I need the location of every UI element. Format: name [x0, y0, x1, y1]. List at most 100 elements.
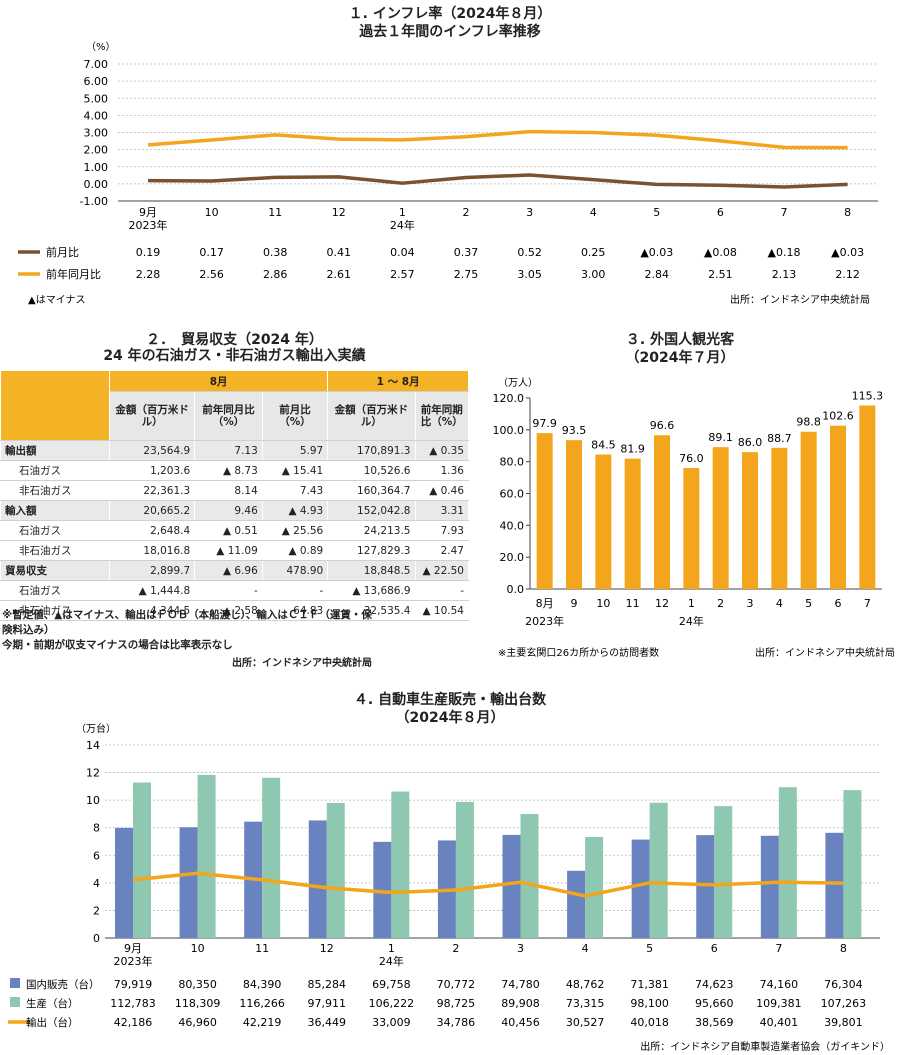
data-label: 2.56 — [199, 268, 224, 281]
bar-2 — [455, 801, 474, 938]
row-label: 貿易収支 — [0, 560, 111, 581]
inflation-subtitle: 過去１年間のインフレ率推移 — [359, 24, 541, 40]
x-tick-label: 5 — [646, 942, 653, 955]
bar — [742, 452, 758, 589]
y-tick-label: 100.0 — [493, 424, 525, 437]
bar — [800, 431, 817, 589]
series-line — [132, 871, 844, 898]
data-label: 70,772 — [437, 978, 476, 991]
bar-2 — [197, 774, 216, 938]
bar-2 — [262, 777, 281, 938]
table-cell: 2,648.4 — [109, 520, 196, 541]
data-label: 38,569 — [695, 1016, 734, 1029]
data-label: 88.7 — [767, 432, 792, 445]
x-tick-label: 7 — [781, 206, 788, 219]
bar — [830, 425, 846, 589]
x-tick-label: 3 — [747, 597, 754, 610]
x-tick-label: 12 — [320, 942, 334, 955]
table-corner — [0, 370, 111, 441]
data-label: 0.38 — [263, 246, 288, 259]
table-row: 非石油ガス 18,016.8 ▲ 11.09 ▲ 0.89 127,829.3 2.47 — [0, 540, 469, 561]
bar-1 — [373, 841, 392, 938]
chart-note: ※主要玄関口26カ所からの訪問者数 — [498, 646, 659, 659]
table-cell: ▲ 13,686.9 — [327, 580, 416, 601]
data-label: 98,100 — [630, 997, 669, 1010]
x-tick-label: 5 — [653, 206, 660, 219]
column-header: 前年同月比（%） — [194, 391, 263, 441]
data-label: 76.0 — [679, 452, 704, 465]
table-cell: - — [261, 580, 329, 601]
y-axis-unit: （万人） — [498, 377, 538, 389]
data-label: ▲0.18 — [768, 246, 801, 259]
bar-2 — [520, 814, 539, 938]
bar-1 — [179, 827, 198, 938]
legend-swatch — [10, 978, 20, 988]
trade-title: ２． 貿易収支（2024 年） — [146, 332, 323, 348]
x-tick-label: 6 — [711, 942, 718, 955]
row-label: 石油ガス — [0, 520, 111, 541]
data-label: 93.5 — [562, 424, 587, 437]
table-cell: ▲ 2.58 — [194, 600, 263, 621]
data-label: 2.75 — [454, 268, 479, 281]
data-label: ▲0.03 — [640, 246, 673, 259]
x-tick-label: 11 — [268, 206, 282, 219]
x-tick-label: 12 — [655, 597, 669, 610]
y-tick-label: 12 — [86, 767, 100, 780]
data-label: 0.37 — [454, 246, 479, 259]
y-tick-label: 1.00 — [84, 161, 109, 174]
table-row: 石油ガス 1,203.6 ▲ 8.73 ▲ 15.41 10,526.6 1.36 — [0, 460, 469, 481]
column-header: 金額（百万米ドル） — [327, 391, 416, 441]
data-label: 84,390 — [243, 978, 282, 991]
data-label: 40,018 — [630, 1016, 669, 1029]
year-label: 2023年 — [525, 614, 564, 628]
legend-label: 輸出（台） — [26, 1016, 79, 1029]
y-axis-unit: （万台） — [76, 722, 116, 735]
chart-source: 出所：インドネシア中央統計局 — [730, 293, 870, 305]
table-cell: 2.47 — [414, 540, 469, 561]
bar — [771, 447, 788, 589]
legend-label: 国内販売（台） — [26, 978, 100, 991]
bar-2 — [649, 802, 668, 938]
x-tick-label: 10 — [205, 206, 219, 219]
data-label: 118,309 — [175, 997, 221, 1010]
series-line-1 — [147, 173, 848, 189]
x-tick-label: 2 — [452, 942, 459, 955]
bar-2 — [391, 791, 410, 938]
year-label: 2023年 — [114, 954, 153, 968]
data-label: 42,219 — [243, 1016, 282, 1029]
x-tick-label: 10 — [596, 597, 610, 610]
y-tick-label: 0.00 — [84, 178, 109, 191]
autos-subtitle: （2024年８月） — [395, 710, 505, 726]
table-cell: 4,344.5 — [109, 600, 196, 621]
table-cell: 18,848.5 — [327, 560, 416, 581]
table-cell: 18,016.8 — [109, 540, 196, 561]
x-tick-label: 8 — [840, 942, 847, 955]
table-cell: ▲ 22.50 — [414, 560, 469, 581]
bar-2 — [585, 836, 604, 938]
row-label: 非石油ガス — [0, 600, 111, 621]
inflation-chart: （%） 7.00 6.00 5.00 4.00 3.00 2.00 1.00 0.00 -1.00… — [18, 41, 878, 305]
table-row: 石油ガス 2,648.4 ▲ 0.51 ▲ 25.56 24,213.5 7.93 — [0, 520, 469, 541]
table-cell: ▲ 1,444.8 — [109, 580, 196, 601]
data-label: 89.1 — [708, 431, 733, 444]
table-cell: 8.14 — [194, 480, 263, 501]
x-tick-label: 4 — [776, 597, 783, 610]
table-row: 非石油ガス 22,361.3 8.14 7.43 160,364.7 ▲ 0.46 — [0, 480, 469, 501]
data-label: 2.12 — [835, 268, 860, 281]
legend-label: 前年同月比 — [46, 267, 101, 281]
x-tick-label: 10 — [191, 942, 205, 955]
row-label: 非石油ガス — [0, 540, 111, 561]
table-cell: 170,891.3 — [327, 440, 416, 461]
x-tick-label: 11 — [255, 942, 269, 955]
table-cell: 3.31 — [414, 500, 469, 521]
table-cell: 2,899.7 — [109, 560, 196, 581]
y-tick-label: 40.0 — [500, 519, 525, 532]
x-tick-label: 8月 — [536, 597, 554, 610]
bar — [683, 468, 700, 589]
table-cell: 24,213.5 — [327, 520, 416, 541]
y-tick-label: 10 — [86, 794, 100, 807]
bar-2 — [843, 790, 862, 938]
legend-label: 生産（台） — [26, 997, 79, 1010]
row-label: 石油ガス — [0, 580, 111, 601]
